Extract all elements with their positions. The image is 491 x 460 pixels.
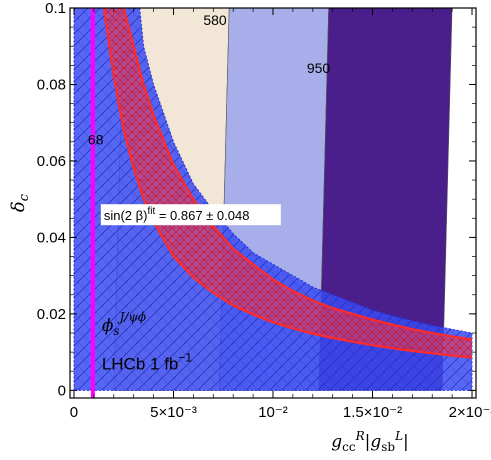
x-tick-label: 0 (70, 404, 78, 421)
y-axis-label: δc (8, 193, 32, 212)
x-axis-label: gccR|gsbL| (331, 429, 409, 454)
contour-label-950: 950 (307, 60, 331, 76)
x-tick-label: 1.5×10⁻² (343, 404, 402, 421)
sin2beta-label: sin(2 β)fit = 0.867 ± 0.048 (104, 206, 250, 223)
annotations: gccR|gsbL| δc 580 950 68 sin(2 β)fit = 0.867 … (8, 12, 409, 454)
y-tick-label: 0.06 (37, 153, 66, 170)
sin2beta-lower-edge (102, 8, 473, 359)
region-dark-2 (318, 8, 453, 391)
y-tick-label: 0.02 (37, 306, 66, 323)
phi-s-label: ϕsJ/ψϕ (102, 310, 146, 338)
lhcb-label: LHCb 1 fb−1 (102, 350, 193, 373)
sin2beta-band-hatch (103, 8, 473, 358)
x-tick-label: 2×10⁻² (449, 404, 491, 421)
phi-s-band-layer (73, 8, 473, 391)
x-tick-label: 10⁻² (258, 404, 288, 421)
axes: 0 5×10⁻³ 10⁻² 1.5×10⁻² 2×10⁻² 0 0.02 0.04 0.06 0.… (37, 0, 491, 421)
y-tick-label: 0.04 (37, 229, 66, 246)
y-tick-label: 0.08 (37, 76, 66, 93)
phi-s-band-hatch (73, 8, 473, 391)
sin2beta-band-layer (102, 8, 473, 359)
sin2beta-upper-edge (122, 8, 473, 341)
y-tick-label: 0 (58, 382, 66, 399)
sin2beta-label-box (100, 204, 281, 226)
contour-label-68: 68 (88, 132, 104, 148)
x-tick-label: 5×10⁻³ (150, 404, 197, 421)
contour-label-580: 580 (203, 12, 227, 28)
y-tick-label: 0.1 (45, 0, 66, 17)
